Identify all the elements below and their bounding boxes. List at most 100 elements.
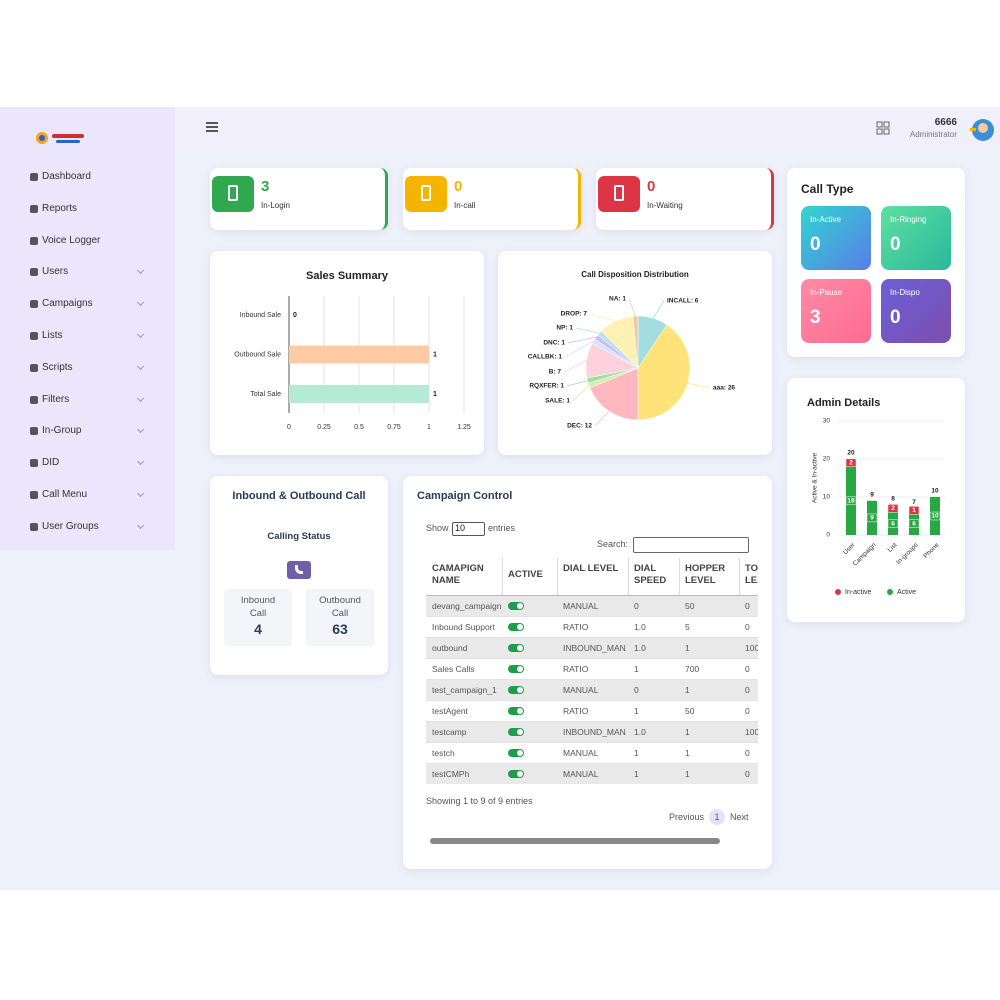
table-cell: 1 (685, 748, 690, 758)
nav-item[interactable]: In-Group (42, 425, 82, 437)
table-cell: 100 (745, 727, 758, 737)
search-input[interactable] (633, 537, 749, 553)
active-toggle[interactable] (508, 728, 524, 736)
table-cell: 0 (745, 601, 750, 611)
table-cell: 0 (745, 748, 750, 758)
nav-item[interactable]: Reports (42, 202, 78, 214)
column-header[interactable]: HOPPER LEVEL (685, 563, 726, 586)
scroll-thumb[interactable] (430, 838, 720, 844)
active-toggle[interactable] (508, 707, 524, 715)
campaign-title: Campaign Control (417, 490, 513, 502)
nav-item[interactable]: Users (42, 266, 69, 278)
stat-value: 0 (454, 178, 463, 195)
nav-icon (30, 363, 38, 372)
call-type-card: Call Type In-Active 0 In-Ringing 0 In-Pause 3 I… (787, 168, 965, 357)
table-row: outbound INBOUND_MAN 1.0 1 100 (426, 638, 758, 659)
table-row: Sales Calls RATIO 1 700 0 (426, 659, 758, 680)
active-toggle[interactable] (508, 686, 524, 694)
call-type-tile: In-Active 0 (801, 206, 871, 270)
active-toggle[interactable] (508, 770, 524, 778)
column-header[interactable]: DIAL SPEED (634, 563, 667, 586)
nav-item[interactable]: DID (42, 457, 60, 469)
nav-icon (30, 491, 38, 499)
nav-item[interactable]: Dashboard (42, 171, 91, 182)
stat-card: 0 In-call (403, 168, 581, 230)
active-toggle[interactable] (508, 602, 524, 610)
column-header[interactable]: DIAL LEVEL (563, 563, 619, 574)
tile-value: 0 (890, 234, 901, 255)
search-label: Search: (597, 539, 629, 549)
table-cell: 1 (685, 727, 690, 737)
calls-title: Inbound & Outbound Call (232, 490, 366, 502)
menu-toggle-bar (206, 126, 218, 128)
nav-item[interactable]: Campaigns (42, 298, 93, 310)
table-row: testCMPh MANUAL 1 1 0 (426, 764, 758, 784)
table-row: devang_campaign MANUAL 0 50 0 (426, 596, 758, 617)
table-cell: testAgent (432, 706, 468, 716)
active-toggle[interactable] (508, 644, 524, 652)
table-cell: MANUAL (563, 601, 599, 611)
table-cell: 5 (685, 622, 690, 632)
stat-card: 0 In-Waiting (596, 168, 774, 230)
user-name: 6666 (934, 117, 957, 128)
table-cell: MANUAL (563, 748, 599, 758)
table-cell: MANUAL (563, 685, 599, 695)
table-row: test_campaign_1 MANUAL 0 1 0 (426, 680, 758, 701)
active-toggle[interactable] (508, 623, 524, 631)
avatar[interactable] (970, 117, 996, 143)
toggle-knob (517, 750, 523, 756)
calls-box-value: 4 (254, 621, 262, 637)
table-cell: 1 (634, 664, 639, 674)
admin-card (787, 378, 965, 622)
table-cell: devang_campaign (432, 601, 502, 611)
table-cell: RATIO (563, 664, 589, 674)
column-header[interactable]: ACTIVE (508, 569, 543, 580)
column-header[interactable]: CAMAPIGN NAME (432, 563, 484, 586)
sales-card (210, 251, 484, 455)
call-type-tile: In-Dispo 0 (881, 279, 951, 343)
phone-glyph (295, 565, 303, 574)
table-cell: testCMPh (432, 769, 470, 779)
stat-value: 3 (261, 178, 270, 195)
call-type-tile: In-Pause 3 (801, 279, 871, 343)
prev-button[interactable]: Previous (669, 812, 705, 822)
sidebar (0, 107, 175, 550)
show-label: Show (426, 523, 449, 533)
table-cell: 1 (685, 643, 690, 653)
phone-button[interactable] (287, 561, 311, 579)
nav-item[interactable]: Voice Logger (42, 234, 101, 246)
nav-item[interactable]: Filters (42, 393, 70, 405)
table-row: testAgent RATIO 1 50 0 (426, 701, 758, 722)
table-cell: 0 (745, 769, 750, 779)
user-role: Administrator (909, 130, 957, 139)
next-button[interactable]: Next (730, 812, 749, 822)
stat-icon (598, 176, 640, 212)
calls-box: Outbound Call 63 (306, 589, 374, 646)
nav-icon (30, 427, 38, 436)
nav-item[interactable]: Lists (42, 330, 63, 341)
menu-toggle[interactable] (206, 122, 218, 132)
disposition-card (498, 251, 772, 455)
table-cell: 100 (745, 643, 758, 653)
header-rule (426, 595, 758, 596)
table-cell: Inbound Support (432, 622, 495, 632)
nav-item[interactable]: Call Menu (42, 489, 88, 500)
stat-label: In-call (454, 201, 476, 210)
page-button[interactable]: 1 (709, 809, 725, 825)
nav-item[interactable]: User Groups (42, 520, 99, 532)
calls-box: Inbound Call 4 (224, 589, 292, 646)
nav-icon (30, 236, 38, 245)
table-cell: MANUAL (563, 769, 599, 779)
active-toggle[interactable] (508, 749, 524, 757)
tile-label: In-Pause (810, 288, 843, 297)
column-header[interactable]: TOTAL LEADS (745, 563, 758, 586)
active-toggle[interactable] (508, 665, 524, 673)
table-cell: 50 (685, 706, 695, 716)
nav-item[interactable]: Scripts (42, 361, 73, 373)
page-length-select[interactable]: 10 (452, 522, 485, 536)
calls-box-label: Inbound Call (240, 595, 276, 619)
apps-icon[interactable] (876, 121, 890, 135)
nav-icon (30, 268, 38, 277)
stat-icon-glyph (614, 185, 624, 201)
